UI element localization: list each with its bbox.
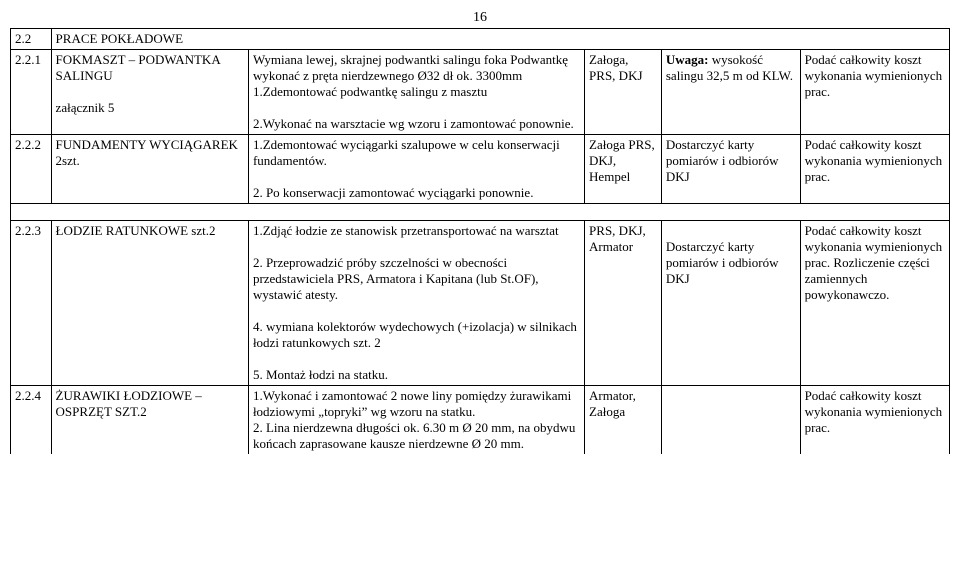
row-title: ŁODZIE RATUNKOWE szt.2	[51, 221, 248, 386]
row-desc: 1.Zdemontować wyciągarki szalupowe w cel…	[248, 135, 584, 204]
row-title: FOKMASZT – PODWANTKA SALINGU załącznik 5	[51, 50, 248, 135]
row-cost: Podać całkowity koszt wykonania wymienio…	[800, 386, 949, 455]
row-num: 2.2.3	[11, 221, 52, 386]
table-row: 2.2.2 FUNDAMENTY WYCIĄGAREK 2szt. 1.Zdem…	[11, 135, 950, 204]
row-title-extra: załącznik 5	[56, 100, 115, 115]
row-crew: Załoga, PRS, DKJ	[585, 50, 662, 135]
work-table: 2.2 PRACE POKŁADOWE 2.2.1 FOKMASZT – POD…	[10, 28, 950, 454]
row-desc: 1.Wykonać i zamontować 2 nowe liny pomię…	[248, 386, 584, 455]
row-title-main: FOKMASZT – PODWANTKA SALINGU	[56, 52, 220, 83]
row-note: Dostarczyć karty pomiarów i odbiorów DKJ	[661, 135, 800, 204]
row-desc: Wymiana lewej, skrajnej podwantki saling…	[248, 50, 584, 135]
section-num: 2.2	[11, 29, 52, 50]
row-crew: Armator, Załoga	[585, 386, 662, 455]
spacer-row	[11, 204, 950, 221]
row-note	[661, 386, 800, 455]
row-num: 2.2.4	[11, 386, 52, 455]
row-note: Uwaga: wysokość salingu 32,5 m od KLW.	[661, 50, 800, 135]
note-bold: Uwaga:	[666, 52, 709, 67]
table-row: 2.2.3 ŁODZIE RATUNKOWE szt.2 1.Zdjąć łod…	[11, 221, 950, 386]
row-note: Dostarczyć karty pomiarów i odbiorów DKJ	[661, 221, 800, 386]
row-crew: Załoga PRS, DKJ, Hempel	[585, 135, 662, 204]
row-cost: Podać całkowity koszt wykonania wymienio…	[800, 50, 949, 135]
section-title: PRACE POKŁADOWE	[51, 29, 248, 50]
row-cost: Podać całkowity koszt wykonania wymienio…	[800, 221, 949, 386]
row-crew: PRS, DKJ, Armator	[585, 221, 662, 386]
row-desc: 1.Zdjąć łodzie ze stanowisk przetranspor…	[248, 221, 584, 386]
row-num: 2.2.1	[11, 50, 52, 135]
table-row: 2.2.4 ŻURAWIKI ŁODZIOWE – OSPRZĘT SZT.2 …	[11, 386, 950, 455]
page-number: 16	[10, 10, 950, 26]
row-title: ŻURAWIKI ŁODZIOWE – OSPRZĘT SZT.2	[51, 386, 248, 455]
section-row: 2.2 PRACE POKŁADOWE	[11, 29, 950, 50]
row-num: 2.2.2	[11, 135, 52, 204]
row-cost: Podać całkowity koszt wykonania wymienio…	[800, 135, 949, 204]
table-row: 2.2.1 FOKMASZT – PODWANTKA SALINGU załąc…	[11, 50, 950, 135]
row-title: FUNDAMENTY WYCIĄGAREK 2szt.	[51, 135, 248, 204]
